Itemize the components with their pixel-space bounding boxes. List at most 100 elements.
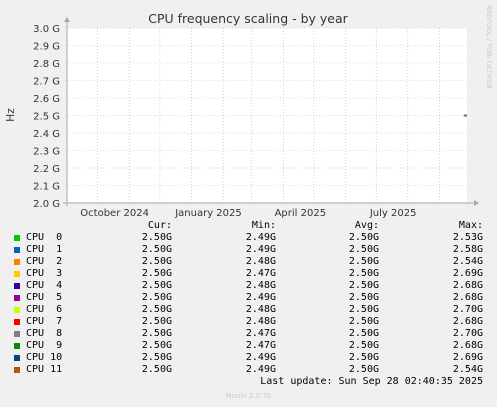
legend-series-name: CPU 11 [26, 364, 63, 375]
x-tick-label: October 2024 [80, 208, 149, 219]
legend-swatch [14, 355, 20, 361]
legend-series-name: CPU 9 [26, 340, 63, 351]
legend-max: 2.58G [452, 244, 483, 255]
legend-swatch [14, 331, 20, 337]
legend-cur: 2.50G [141, 364, 172, 375]
legend-cur: 2.50G [141, 292, 172, 303]
legend-swatch [14, 319, 20, 325]
legend-series-name: CPU 7 [26, 316, 63, 327]
y-tick-label: 2.1 G [33, 182, 60, 193]
legend-min: 2.48G [245, 280, 276, 291]
legend-cur: 2.50G [141, 328, 172, 339]
legend-max: 2.69G [452, 268, 483, 279]
legend-min: 2.48G [245, 316, 276, 327]
legend-col-cur: Cur: [147, 220, 172, 231]
last-update: Last update: Sun Sep 28 02:40:35 2025 [260, 376, 483, 387]
y-tick-label: 2.9 G [33, 42, 60, 53]
legend-avg: 2.50G [348, 352, 379, 363]
legend-max: 2.68G [452, 340, 483, 351]
legend-series-name: CPU 0 [26, 232, 63, 243]
legend-avg: 2.50G [348, 304, 379, 315]
legend-avg: 2.50G [348, 340, 379, 351]
y-tick-label: 2.2 G [33, 164, 60, 175]
legend-row: CPU 5 2.50G 2.49G 2.50G 2.68G [0, 292, 497, 304]
legend-row: CPU 10 2.50G 2.49G 2.50G 2.69G [0, 352, 497, 364]
legend-col-min: Min: [251, 220, 276, 231]
chart: 3.0 G 2.9 G 2.8 G 2.7 G 2.6 G 2.5 G 2.4 G 2.3 G… [5, 5, 493, 219]
legend-max: 2.68G [452, 280, 483, 291]
legend-swatch [14, 271, 20, 277]
legend-avg: 2.50G [348, 268, 379, 279]
legend-min: 2.49G [245, 232, 276, 243]
legend-row: CPU 2 2.50G 2.48G 2.50G 2.54G [0, 256, 497, 268]
legend-cur: 2.50G [141, 232, 172, 243]
grid [66, 27, 467, 203]
legend-series-name: CPU 2 [26, 256, 63, 267]
legend-series-name: CPU 3 [26, 268, 63, 279]
legend-series-name: CPU 10 [26, 352, 63, 363]
legend-avg: 2.50G [348, 244, 379, 255]
legend-max: 2.54G [452, 364, 483, 375]
legend-max: 2.70G [452, 328, 483, 339]
y-axis-label: Hz [5, 108, 17, 122]
legend-col-avg: Avg: [354, 220, 379, 231]
y-tick-label: 2.7 G [33, 77, 60, 88]
munin-version: Munin 2.0.76 [225, 392, 272, 400]
legend-row: CPU 9 2.50G 2.47G 2.50G 2.68G [0, 340, 497, 352]
legend-series-name: CPU 8 [26, 328, 63, 339]
legend-min: 2.48G [245, 304, 276, 315]
legend-row: CPU 6 2.50G 2.48G 2.50G 2.70G [0, 304, 497, 316]
legend-avg: 2.50G [348, 292, 379, 303]
legend-series-name: CPU 5 [26, 292, 63, 303]
legend-cur: 2.50G [141, 340, 172, 351]
legend-swatch [14, 259, 20, 265]
legend-col-max: Max: [458, 220, 483, 231]
legend-cur: 2.50G [141, 316, 172, 327]
legend-max: 2.54G [452, 256, 483, 267]
legend-min: 2.47G [245, 268, 276, 279]
y-tick-label: 2.0 G [33, 199, 60, 210]
legend-cur: 2.50G [141, 280, 172, 291]
legend-swatch [14, 343, 20, 349]
legend-header: Cur: Min: Avg: Max: [0, 220, 497, 232]
legend-cur: 2.50G [141, 244, 172, 255]
legend-swatch [14, 235, 20, 241]
legend-row: CPU 1 2.50G 2.49G 2.50G 2.58G [0, 244, 497, 256]
y-tick-label: 3.0 G [33, 24, 60, 35]
y-tick-label: 2.4 G [33, 129, 60, 140]
legend-row: CPU 4 2.50G 2.48G 2.50G 2.68G [0, 280, 497, 292]
legend-swatch [14, 367, 20, 373]
legend-row: CPU 8 2.50G 2.47G 2.50G 2.70G [0, 328, 497, 340]
axes [63, 17, 479, 206]
legend-swatch [14, 283, 20, 289]
x-tick-label: July 2025 [369, 208, 417, 219]
legend-min: 2.49G [245, 352, 276, 363]
chart-title: CPU frequency scaling - by year [148, 11, 348, 26]
legend-row: CPU 3 2.50G 2.47G 2.50G 2.69G [0, 268, 497, 280]
legend-avg: 2.50G [348, 364, 379, 375]
legend-swatch [14, 307, 20, 313]
legend-avg: 2.50G [348, 232, 379, 243]
rrdtool-watermark: RRDTOOL / TOBI OETIKER [485, 5, 493, 89]
y-axis-arrow [64, 17, 70, 22]
legend-min: 2.49G [245, 364, 276, 375]
x-tick-label: January 2025 [174, 208, 242, 219]
x-tick-label: April 2025 [275, 208, 326, 219]
legend-min: 2.47G [245, 328, 276, 339]
x-axis-arrow [474, 200, 479, 206]
y-tick-label: 2.6 G [33, 94, 60, 105]
legend-series-name: CPU 6 [26, 304, 63, 315]
x-axis-ticks: October 2024 January 2025 April 2025 July 2… [80, 208, 416, 219]
y-tick-label: 2.8 G [33, 59, 60, 70]
legend-avg: 2.50G [348, 256, 379, 267]
legend-avg: 2.50G [348, 328, 379, 339]
legend-max: 2.68G [452, 292, 483, 303]
legend-swatch [14, 247, 20, 253]
y-tick-label: 2.5 G [33, 112, 60, 123]
legend-min: 2.49G [245, 292, 276, 303]
legend-min: 2.47G [245, 340, 276, 351]
legend-max: 2.69G [452, 352, 483, 363]
legend-swatch [14, 295, 20, 301]
legend-max: 2.68G [452, 316, 483, 327]
legend-cur: 2.50G [141, 256, 172, 267]
